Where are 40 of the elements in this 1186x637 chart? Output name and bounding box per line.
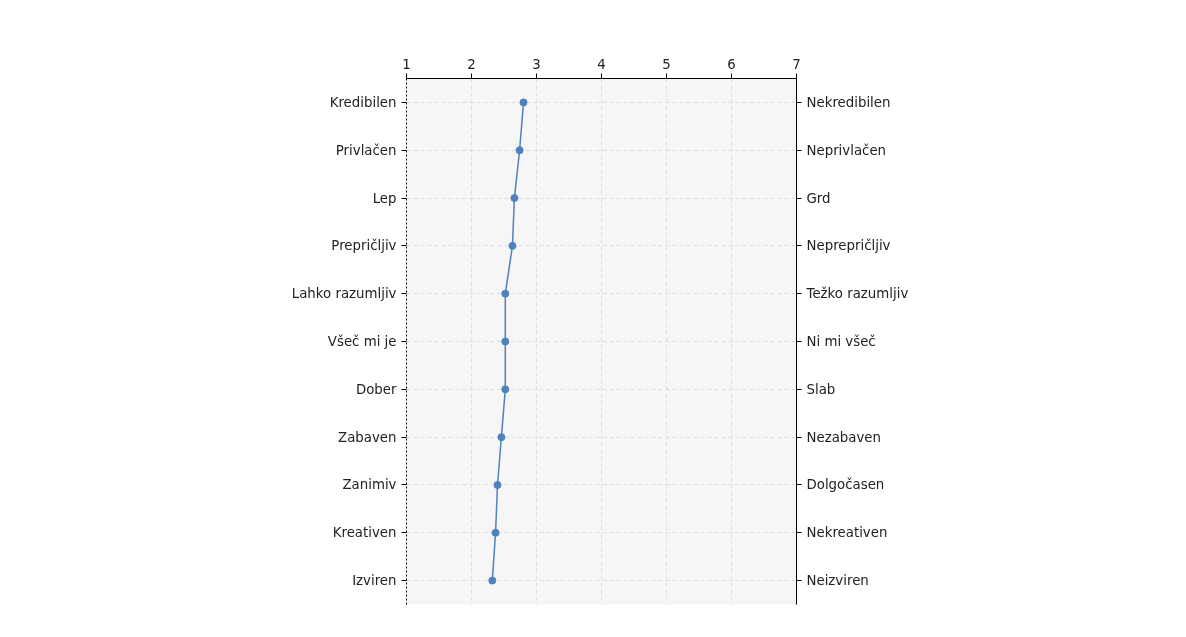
point <box>493 480 502 489</box>
y2-tick-label: Neizviren <box>806 573 869 589</box>
point <box>519 98 528 107</box>
y2-tick-label: Nezabaven <box>806 429 881 445</box>
x-tick-label: 2 <box>467 56 476 72</box>
y2-tick-label: Težko razumljiv <box>805 286 909 302</box>
x-tick-label: 1 <box>402 56 411 72</box>
y-tick-label: Privlačen <box>335 142 397 158</box>
y-tick-label: Dober <box>355 381 398 397</box>
point <box>510 194 519 203</box>
point <box>488 576 497 585</box>
y2-tick-label: Neprepričljiv <box>806 238 891 254</box>
point <box>497 433 506 442</box>
y2-tick-label: Dolgočasen <box>806 477 885 493</box>
y2-tick-label: Ni mi všeč <box>806 334 876 349</box>
x-tick-label: 5 <box>662 56 671 72</box>
y2-tick-label: Slab <box>806 381 836 397</box>
y-tick-label: Kredibilen <box>329 94 397 110</box>
point <box>508 241 517 250</box>
y2-tick-label: Nekredibilen <box>806 94 891 110</box>
y-tick-label: Zanimiv <box>342 477 397 493</box>
x-tick-label: 3 <box>532 56 541 72</box>
y-tick-label: Kreativen <box>332 525 397 541</box>
y-tick-label: Prepričljiv <box>331 238 397 254</box>
x-tick-label: 4 <box>597 56 606 72</box>
y-tick-label: Izviren <box>352 573 397 589</box>
y2-tick-label: Nekreativen <box>806 525 888 541</box>
y-tick-label: Zabaven <box>338 429 397 445</box>
point <box>501 337 510 346</box>
point <box>491 528 500 537</box>
y-tick-label: Lahko razumljiv <box>291 286 397 302</box>
point <box>501 385 510 394</box>
y-tick-label: Lep <box>372 190 397 206</box>
point <box>515 146 524 155</box>
x-tick-label: 6 <box>727 56 736 72</box>
y2-tick-label: Grd <box>806 190 831 206</box>
point <box>501 289 510 298</box>
y-tick-label: Všeč mi je <box>327 334 397 349</box>
x-tick-label: 7 <box>792 56 801 72</box>
y2-tick-label: Neprivlačen <box>806 142 887 158</box>
